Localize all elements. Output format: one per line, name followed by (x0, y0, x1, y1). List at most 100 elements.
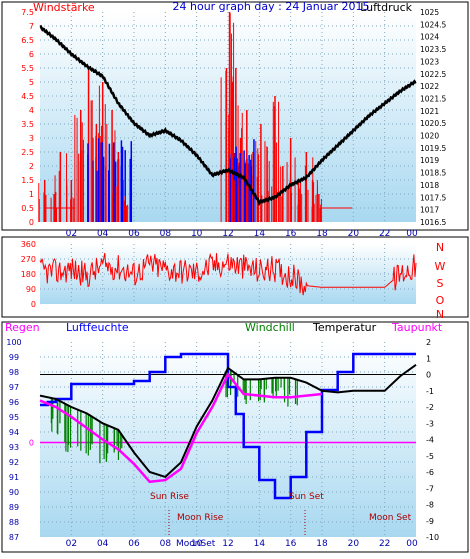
direction-tick-label: 0 (31, 300, 36, 309)
moon-set-label: Moon Set (369, 513, 412, 523)
direction-tick-label: 180 (21, 270, 36, 279)
temperature-tick-label: -7 (426, 484, 434, 493)
temperature-line (39, 363, 417, 479)
humidity-tick-label: 97 (9, 383, 19, 392)
temperature-tick-label: -2 (426, 403, 434, 412)
humidity-tick-label: 88 (9, 518, 19, 527)
hour-tick-label: 02 (66, 229, 77, 239)
pressure-tick-label: 1023.5 (420, 45, 446, 54)
compass-letter: O (436, 294, 445, 307)
moonset-mid-label: MoonSet (176, 539, 216, 549)
pressure-tick-label: 1022 (420, 82, 439, 91)
humidity-tick-label: 96 (9, 398, 19, 407)
humidity-tick-label: 87 (9, 533, 19, 542)
wind-tick-label: 3 (29, 134, 34, 143)
hour-tick-label: 16 (285, 539, 297, 549)
pressure-tick-label: 1021 (420, 107, 439, 116)
panel2-border (1, 236, 469, 318)
pressure-tick-label: 1016.5 (420, 218, 446, 227)
temperature-tick-label: -9 (426, 517, 434, 526)
temperature-tick-label: -5 (426, 452, 434, 461)
hour-tick-label: 12 (222, 539, 233, 549)
temperature-humidity-panel: Regen Luftfeuchte Windchill Temperatur T… (1, 321, 469, 553)
hour-tick-label: 06 (128, 539, 140, 549)
pressure-tick-label: 1023 (420, 57, 439, 66)
wind-pressure-panel: Windstärke 24 hour graph day : 24 Januar… (1, 0, 469, 239)
direction-tick-label: 270 (21, 255, 36, 264)
wind-tick-label: 6.5 (21, 36, 34, 45)
temperature-tick-label: -8 (426, 501, 434, 510)
hour-tick-label: 20 (348, 539, 360, 549)
pressure-tick-label: 1019.5 (420, 144, 446, 153)
humidity-tick-label: 100 (6, 338, 21, 347)
wind-tick-label: 0 (29, 218, 34, 227)
wind-tick-label: 2.5 (21, 148, 34, 157)
pressure-tick-label: 1021.5 (420, 94, 446, 103)
compass-letter: W (435, 260, 446, 273)
dewpoint-line (39, 372, 323, 484)
humidity-tick-label: 91 (9, 473, 19, 482)
pressure-tick-label: 1017 (420, 206, 439, 215)
panel1-hour-ticks: 02 04 06 08 10 12 14 16 18 20 22 00 (66, 229, 418, 239)
hour-tick-label: 14 (254, 229, 266, 239)
wind-tick-label: 5.5 (21, 64, 34, 73)
hour-tick-label: 00 (406, 229, 418, 239)
temperature-tick-label: -6 (426, 468, 434, 477)
humidity-tick-label: 93 (9, 443, 19, 452)
humidity-tick-label: 90 (9, 488, 19, 497)
compass-letter: N (436, 241, 444, 254)
hour-tick-label: 16 (285, 229, 297, 239)
pressure-tick-label: 1017.5 (420, 193, 446, 202)
pressure-tick-label: 1024.5 (420, 20, 446, 29)
humidity-tick-label: 89 (9, 503, 19, 512)
rain-zero-tick: 0 (29, 439, 34, 448)
hour-tick-label: 02 (66, 539, 77, 549)
hour-tick-label: 22 (379, 229, 390, 239)
hour-tick-label: 04 (97, 229, 109, 239)
hour-tick-label: 10 (191, 539, 203, 549)
pressure-axis-ticks: 1025 1024.5 1024 1023.5 1023 1022.5 1022 1021.5… (420, 8, 446, 227)
hour-tick-label: 14 (254, 539, 266, 549)
sun-set-label: Sun Set (289, 492, 324, 502)
compass-letter: N (436, 308, 444, 321)
pressure-tick-label: 1018 (420, 181, 439, 190)
wind-tick-label: 4 (29, 106, 34, 115)
panel1-grid (40, 12, 416, 222)
temperature-tick-label: -4 (426, 436, 434, 445)
wind-tick-label: 1.5 (21, 176, 34, 185)
pressure-line (39, 24, 417, 207)
legend-humidity: Luftfeuchte (66, 321, 129, 334)
wind-tick-label: 0.5 (21, 204, 34, 213)
pressure-tick-label: 1022.5 (420, 70, 446, 79)
wind-tick-label: 3.5 (21, 120, 34, 129)
wind-tick-label: 1 (29, 190, 34, 199)
pressure-tick-label: 1018.5 (420, 169, 446, 178)
pressure-tick-label: 1024 (420, 33, 439, 42)
wind-tick-label: 7.5 (21, 8, 34, 17)
hour-tick-label: 18 (316, 229, 328, 239)
hour-tick-label: 08 (160, 539, 172, 549)
wind-tick-label: 6 (29, 50, 34, 59)
pressure-tick-label: 1025 (420, 8, 439, 17)
pressure-tick-label: 1020.5 (420, 119, 446, 128)
wind-axis-ticks: 7.5 7 6.5 6 5.5 5 4.5 4 3.5 3 2.5 2 1.5 1 0.5 0 (21, 8, 34, 227)
hour-tick-label: 20 (348, 229, 360, 239)
legend-rain: Regen (5, 321, 40, 334)
chart-title: 24 hour graph day : 24 Januar 2015 (173, 0, 370, 13)
hour-tick-label: 04 (97, 539, 109, 549)
panel3-border (1, 321, 469, 553)
legend-dewpoint: Taupunkt (391, 321, 443, 334)
hour-tick-label: 10 (191, 229, 203, 239)
wind-tick-label: 5 (29, 78, 34, 87)
sun-rise-label: Sun Rise (150, 492, 189, 502)
temperature-tick-label: 2 (426, 338, 431, 347)
humidity-tick-label: 95 (9, 413, 19, 422)
temperature-tick-label: -1 (426, 387, 434, 396)
pressure-tick-label: 1019 (420, 156, 439, 165)
pressure-tick-label: 1020 (420, 132, 439, 141)
hour-tick-label: 18 (316, 539, 328, 549)
compass-letter: S (437, 277, 444, 290)
